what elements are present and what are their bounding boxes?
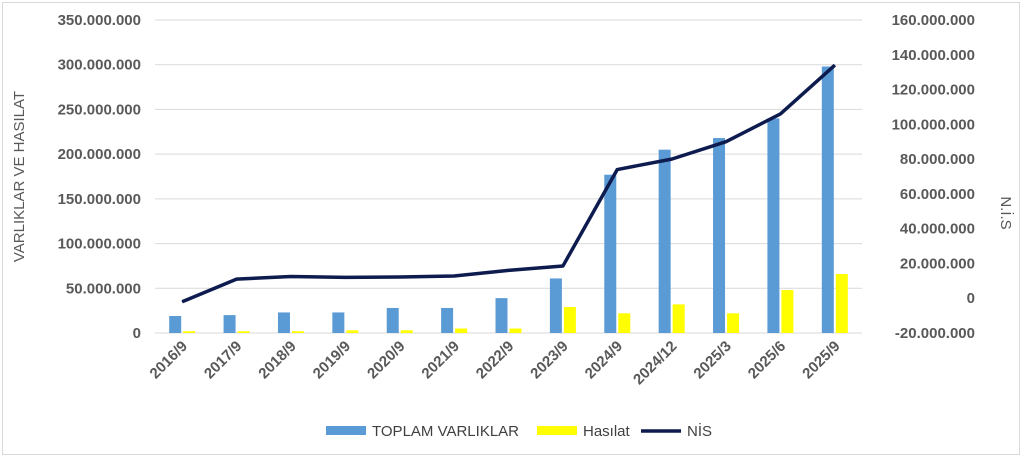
left-tick-label: 300.000.000 [58, 57, 141, 74]
legend-label: TOPLAM VARLIKLAR [372, 423, 519, 440]
bar-hasilat [672, 304, 685, 333]
category-label: 2022/9 [473, 338, 517, 382]
line-point-nis [399, 276, 401, 278]
category-label: 2021/9 [418, 338, 462, 382]
right-tick-label: 80.000.000 [900, 151, 975, 168]
left-tick-label: 250.000.000 [58, 101, 141, 118]
bar-hasilat [509, 328, 522, 333]
bar-toplam-varliklar [549, 278, 562, 333]
left-tick-label: 350.000.000 [58, 12, 141, 29]
line-point-nis [344, 276, 346, 278]
bar-hasilat [727, 313, 740, 333]
category-label: 2025/6 [745, 338, 789, 382]
right-tick-label: 120.000.000 [892, 82, 975, 99]
bar-hasilat [291, 331, 304, 333]
bar-toplam-varliklar [277, 312, 290, 333]
right-tick-label: 60.000.000 [900, 186, 975, 203]
line-point-nis [616, 169, 618, 171]
category-label: 2018/9 [255, 338, 299, 382]
bar-hasilat [455, 328, 468, 333]
bar-toplam-varliklar [169, 316, 182, 333]
bar-hasilat [835, 273, 848, 333]
bar-hasilat [400, 330, 413, 333]
category-label: 2023/9 [527, 338, 571, 382]
left-tick-label: 50.000.000 [66, 280, 141, 297]
legend-label: NİS [687, 422, 712, 440]
bar-hasilat [781, 290, 794, 333]
bar-hasilat [237, 331, 250, 333]
right-tick-label: 20.000.000 [900, 255, 975, 272]
category-label: 2024/9 [582, 338, 626, 382]
category-label: 2019/9 [310, 338, 354, 382]
left-tick-label: 150.000.000 [58, 191, 141, 208]
line-point-nis [671, 158, 673, 160]
bar-toplam-varliklar [767, 118, 780, 333]
left-tick-label: 0 [133, 325, 141, 342]
line-point-nis [508, 269, 509, 271]
category-label: 2025/9 [799, 338, 843, 382]
category-label: 2016/9 [147, 338, 191, 382]
bar-hasilat [346, 330, 359, 333]
bar-hasilat [618, 313, 631, 333]
bar-toplam-varliklar [223, 315, 236, 333]
left-axis-title: VARLIKLAR VE HASILAT [11, 91, 28, 262]
bar-toplam-varliklar [441, 307, 454, 333]
bar-toplam-varliklar [713, 138, 726, 333]
bar-toplam-varliklar [495, 298, 508, 333]
legend-swatch [537, 426, 577, 435]
legend-swatch [326, 426, 366, 435]
bar-hasilat [563, 307, 576, 333]
right-tick-label: 140.000.000 [892, 47, 975, 64]
left-tick-label: 200.000.000 [58, 146, 141, 163]
line-point-nis [562, 265, 564, 267]
bar-hasilat [183, 331, 196, 333]
bar-toplam-varliklar [821, 66, 834, 333]
line-point-nis [181, 301, 183, 303]
category-label: 2017/9 [201, 338, 245, 382]
right-tick-label: -20.000.000 [895, 325, 975, 342]
bar-toplam-varliklar [386, 307, 399, 333]
right-tick-label: 40.000.000 [900, 221, 975, 238]
category-label: 2024/12 [630, 338, 680, 388]
line-nis [181, 63, 836, 304]
bar-toplam-varliklar [332, 312, 345, 333]
line-point-nis [834, 64, 836, 66]
right-axis-title: N.İ.S [997, 196, 1015, 229]
bar-toplam-varliklar [604, 174, 617, 333]
category-label: 2020/9 [364, 338, 408, 382]
right-tick-label: 0 [967, 290, 975, 307]
line-point-nis [779, 113, 781, 115]
right-tick-label: 160.000.000 [892, 12, 975, 29]
bar-toplam-varliklar [658, 149, 671, 333]
line-point-nis [725, 141, 727, 143]
category-label: 2025/3 [690, 338, 734, 382]
right-tick-label: 100.000.000 [892, 116, 975, 133]
legend-label: Hasılat [583, 423, 631, 440]
line-point-nis [453, 275, 455, 277]
line-point-nis [290, 275, 292, 277]
left-tick-label: 100.000.000 [58, 236, 141, 253]
line-point-nis [236, 278, 238, 280]
